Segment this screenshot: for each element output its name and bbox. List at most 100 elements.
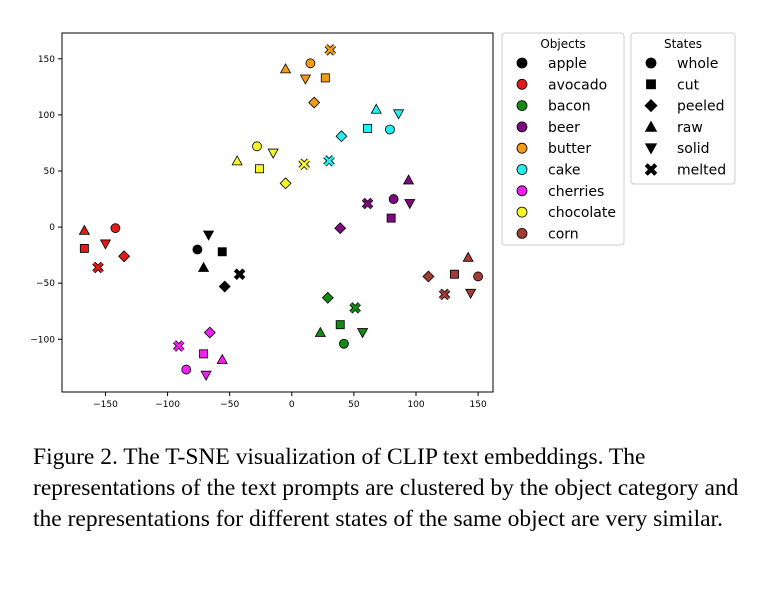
data-points [78,44,483,381]
legend-marker-butter [516,142,528,154]
y-tick-label: −50 [36,279,55,289]
legend-label-avocado: avocado [548,77,607,93]
x-tick-label: 100 [407,400,424,410]
legend-marker-beer [516,121,528,133]
plot-frame [61,32,494,393]
point-butter-solid [299,74,312,85]
point-bacon-cut [335,320,345,330]
point-corn-melted [438,288,451,301]
point-avocado-melted [92,261,104,274]
y-tick-label: 0 [49,223,55,233]
point-bacon-whole [339,338,349,349]
point-cherries-melted [172,340,185,352]
point-cherries-solid [200,370,212,381]
legend-label-peeled: peeled [677,99,725,115]
point-cake-raw [370,103,382,114]
legend-label-beer: beer [548,120,580,136]
x-tick-label: 150 [470,400,487,410]
point-avocado-whole [110,223,121,234]
point-apple-raw [197,261,210,272]
y-tick-label: 100 [38,111,55,121]
legend-box [501,32,625,246]
legend-label-melted: melted [677,163,726,179]
point-apple-cut [217,247,227,257]
point-chocolate-peeled [279,177,292,190]
point-apple-whole [192,244,203,255]
legend-label-butter: butter [548,141,591,157]
x-tick-label: −50 [220,400,239,410]
x-tick-label: −150 [93,400,118,410]
figure-caption: Figure 2. The T-SNE visualization of CLI… [33,444,739,532]
point-cherries-raw [216,353,228,364]
legend-marker-cake [516,164,528,175]
x-marker-fill [439,289,450,300]
point-beer-raw [402,174,415,185]
point-butter-raw [279,63,292,74]
legend-label-whole: whole [677,56,718,72]
x-marker-fill [92,262,104,273]
legend-marker-avocado [516,78,528,90]
legend-label-solid: solid [677,141,710,157]
y-tick-label: 50 [44,167,56,177]
x-marker-fill [234,269,245,280]
point-cake-whole [385,124,395,135]
point-cake-melted [323,155,335,167]
x-tick-label: 0 [289,400,295,410]
point-bacon-solid [356,328,369,339]
point-apple-peeled [218,280,231,293]
tsne-scatter-chart: −150 −100 −50 0 50 100 150 −100 −50 0 50 100 150 Obj… [30,32,736,410]
legend-label-cut: cut [677,77,700,93]
x-marker-fill [362,198,373,209]
x-marker-fill [173,340,184,352]
x-marker-fill [325,44,336,56]
point-bacon-peeled [321,291,334,304]
legend-marker-corn [516,227,528,239]
point-beer-peeled [334,222,347,235]
point-avocado-cut [79,243,89,253]
legend-objects: Objects apple avocado bacon beer butter cake ch… [501,32,625,246]
y-tick-label: 150 [38,55,55,65]
legend-marker-apple [516,57,528,69]
legend-title: Objects [540,37,585,51]
legend-label-cherries: cherries [548,184,604,200]
point-apple-solid [202,230,215,241]
point-apple-melted [233,268,246,280]
point-avocado-peeled [118,250,131,263]
point-chocolate-solid [267,148,279,159]
point-cake-cut [363,123,373,133]
legend-label-apple: apple [548,56,587,72]
legend-label-chocolate: chocolate [548,205,616,221]
point-cake-peeled [335,130,348,143]
point-cherries-whole [181,364,192,375]
point-beer-melted [361,197,374,210]
x-marker-fill [645,163,657,176]
point-corn-solid [465,288,477,300]
point-cake-solid [392,109,405,120]
x-tick-label: 50 [348,400,360,410]
legend-marker-cherries [516,185,528,197]
point-chocolate-melted [298,158,310,171]
point-corn-whole [473,271,483,282]
point-butter-cut [320,73,330,83]
x-marker-fill [349,302,361,314]
point-corn-raw [462,251,474,262]
legend-marker-solid [644,143,658,155]
point-corn-peeled [422,270,435,283]
legend-marker-peeled [644,99,658,113]
legend-box [630,32,736,185]
point-butter-peeled [308,96,321,109]
legend-marker-cut [646,79,656,90]
point-butter-melted [324,44,337,56]
legend-marker-whole [645,57,657,69]
point-butter-whole [305,58,316,69]
legend-label-corn: corn [548,226,579,242]
x-marker-fill [323,155,335,167]
legend-states: States whole cut peeled raw solid melted [630,32,736,185]
point-chocolate-whole [252,141,262,152]
point-avocado-solid [99,239,112,250]
legend-label-bacon: bacon [548,99,591,115]
legend-title: States [664,37,702,51]
point-beer-cut [386,213,396,223]
legend-label-raw: raw [677,120,703,136]
point-chocolate-raw [231,155,243,166]
